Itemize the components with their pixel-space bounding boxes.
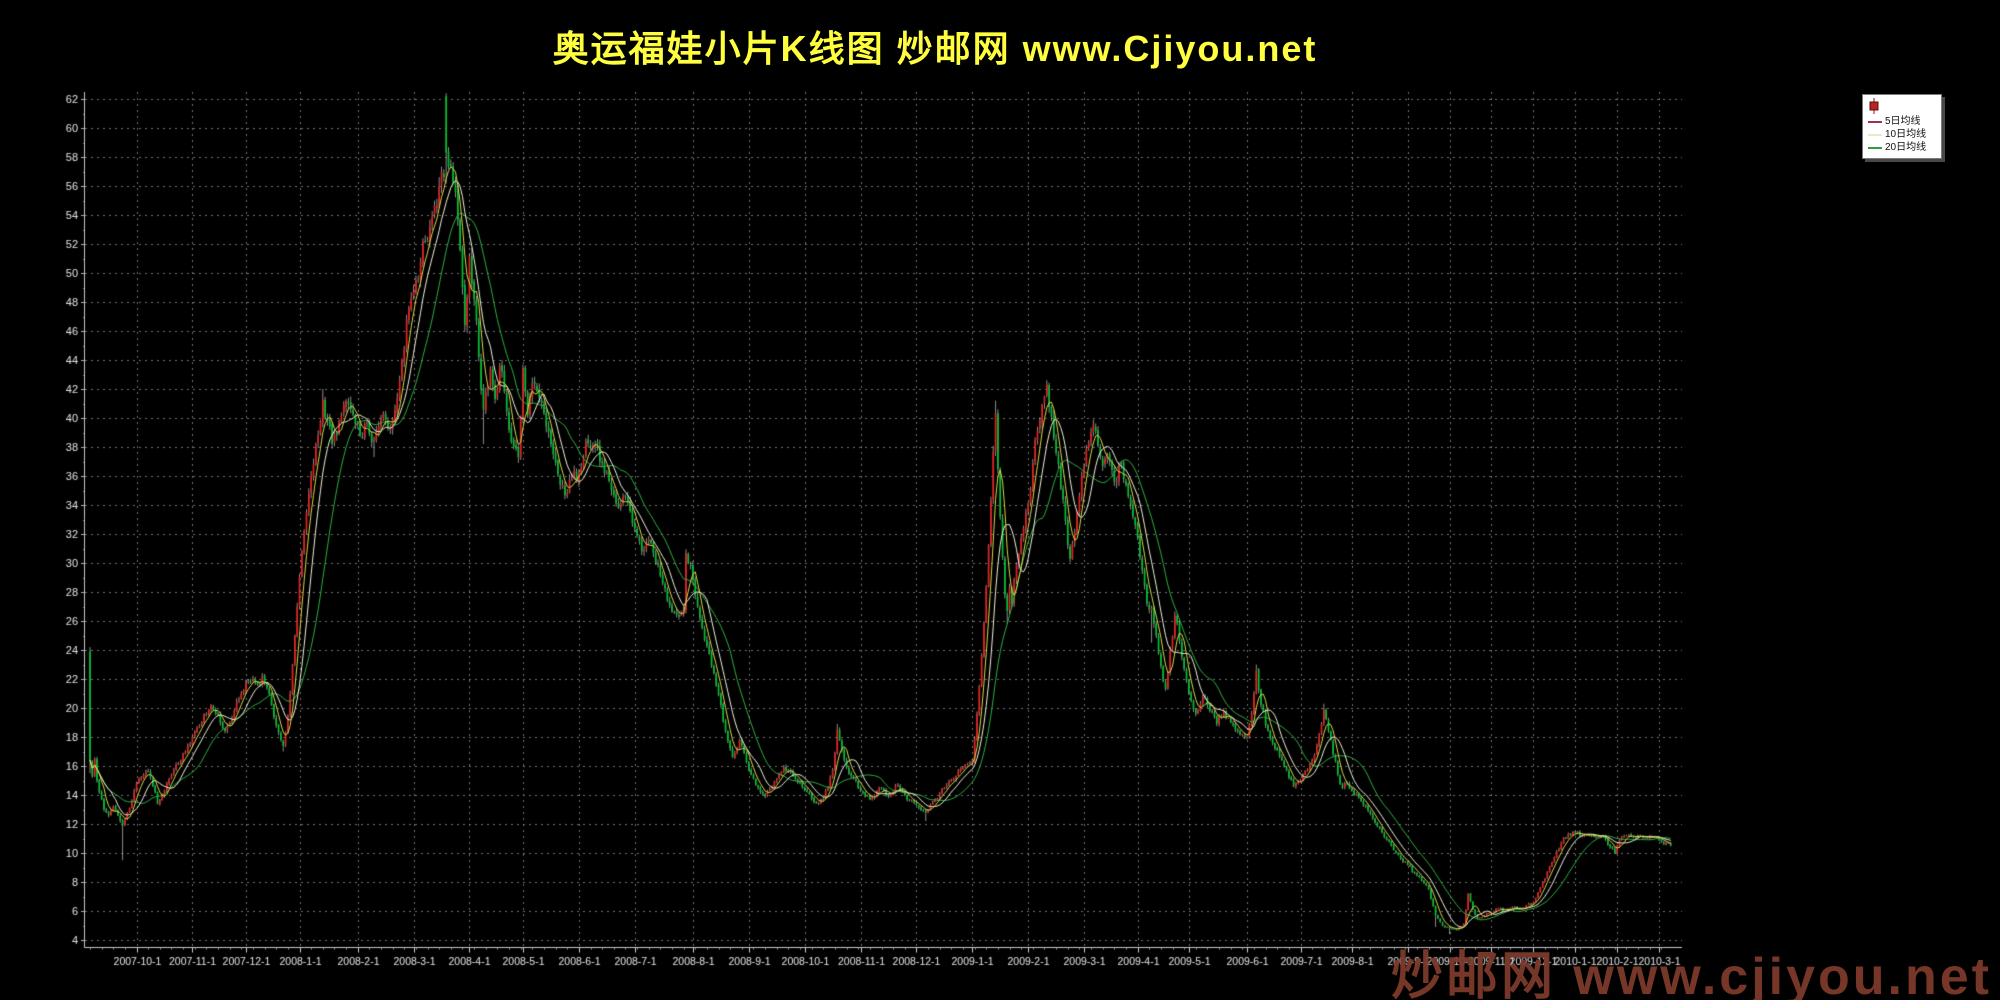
ma10-line-swatch [1868, 133, 1882, 136]
ma20-label: 20日均线 [1885, 142, 1927, 153]
chart-title: 奥运福娃小片K线图 炒邮网 www.Cjiyou.net [552, 28, 1318, 69]
ma5-line-swatch [1868, 120, 1882, 123]
watermark: 炒邮网 www.cjiyou.net [1390, 948, 1992, 1000]
candlestick-icon [1869, 98, 1879, 114]
legend-item-ma5: 5日均线 [1868, 115, 1937, 128]
legend-item-ma10: 10日均线 [1868, 128, 1937, 141]
legend-candle-icon-row [1868, 98, 1937, 115]
ma5-label: 5日均线 [1885, 116, 1921, 127]
ma10-label: 10日均线 [1885, 129, 1927, 140]
ma20-line-swatch [1868, 146, 1882, 149]
legend: 5日均线 10日均线 20日均线 [1862, 94, 1942, 159]
legend-item-ma20: 20日均线 [1868, 141, 1937, 154]
